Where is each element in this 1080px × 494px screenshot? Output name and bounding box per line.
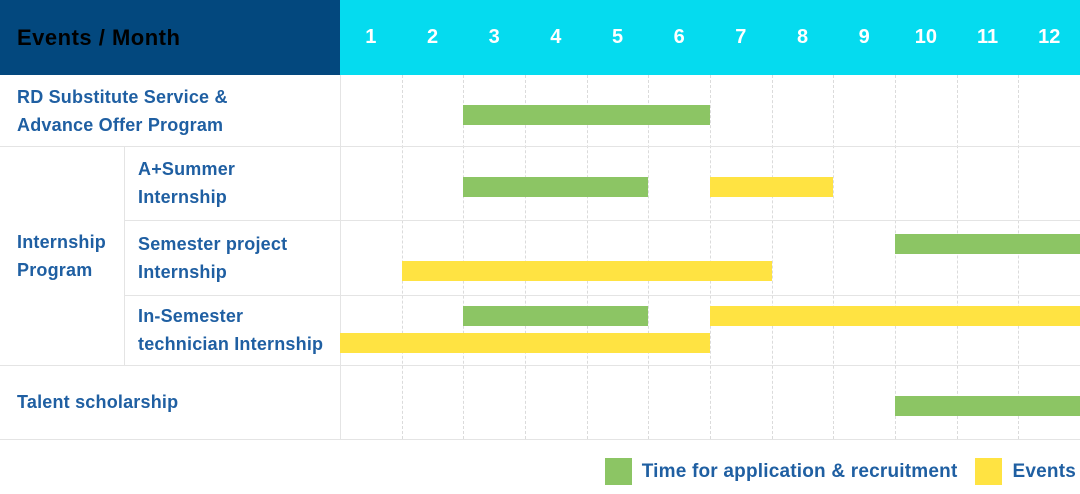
page-title: Events / Month — [17, 24, 181, 50]
month-label: 3 — [488, 26, 500, 48]
gantt-row-rd-substitute — [340, 75, 1080, 146]
month-gridline — [401, 75, 403, 439]
month-label: 4 — [550, 26, 562, 48]
application-bar — [463, 177, 649, 197]
legend-label-events: Events — [1012, 460, 1076, 482]
group-column-border — [124, 146, 125, 365]
row-divider — [0, 365, 1080, 366]
row-label-rd-substitute: RD Substitute Service & Advance Offer Pr… — [17, 86, 228, 135]
legend-label-application: Time for application & recruitment — [641, 460, 958, 482]
gantt-row-in-semester-technician — [340, 295, 1080, 365]
events-month-header-cell: Events / Month — [0, 0, 340, 75]
month-label: 9 — [858, 26, 870, 48]
legend: Time for application & recruitment Event… — [0, 458, 1076, 485]
legend-swatch-application — [604, 458, 632, 485]
month-gridline — [1018, 75, 1020, 439]
gantt-row-semester-project — [340, 220, 1080, 295]
legend-item-events: Events — [975, 458, 1076, 485]
month-label: 5 — [611, 26, 624, 48]
legend-swatch-event — [975, 458, 1003, 485]
month-gridline — [525, 75, 526, 439]
application-bar — [463, 104, 710, 125]
month-label: 1 — [365, 26, 377, 48]
application-bar — [895, 233, 1080, 254]
row-divider — [124, 295, 1080, 296]
event-bar — [340, 333, 710, 353]
application-bar — [463, 306, 649, 326]
month-gridline — [895, 75, 896, 439]
month-gridline — [710, 75, 711, 439]
event-bar — [710, 306, 1080, 326]
row-label-in-semester-technician: In-Semester technician Internship — [138, 306, 324, 354]
legend-item-application: Time for application & recruitment — [604, 458, 958, 485]
gantt-row-a-plus-summer — [340, 146, 1080, 220]
month-gridline — [956, 75, 958, 439]
row-label-semester-project: Semester project Internship — [138, 233, 288, 282]
month-label: 7 — [735, 26, 747, 48]
label-column-border — [340, 75, 341, 439]
application-bar — [895, 396, 1080, 416]
month-gridline — [771, 75, 773, 439]
month-label: 6 — [673, 26, 685, 48]
row-label-a-plus-summer: A+Summer Internship — [138, 159, 236, 207]
gantt-row-talent-scholarship — [340, 365, 1080, 439]
month-gridline — [463, 75, 465, 439]
month-label: 8 — [796, 26, 809, 48]
table-bottom-border — [0, 439, 1080, 440]
month-label: 12 — [1038, 26, 1061, 48]
month-gridline — [648, 75, 650, 439]
month-gridlines — [340, 75, 1080, 439]
month-label: 10 — [914, 26, 937, 48]
month-gridline — [833, 75, 835, 439]
row-label-talent-scholarship: Talent scholarship — [17, 392, 179, 412]
event-bar — [710, 177, 834, 197]
month-header: 1 2 3 4 5 6 7 8 9 10 11 12 — [340, 0, 1080, 75]
month-label: 2 — [426, 26, 439, 48]
event-bar — [401, 260, 772, 281]
row-divider — [0, 146, 1080, 147]
month-gridline — [586, 75, 588, 439]
group-label-internship-program: Internship Program — [17, 231, 107, 280]
month-label: 11 — [976, 26, 999, 48]
row-divider — [124, 220, 1080, 221]
